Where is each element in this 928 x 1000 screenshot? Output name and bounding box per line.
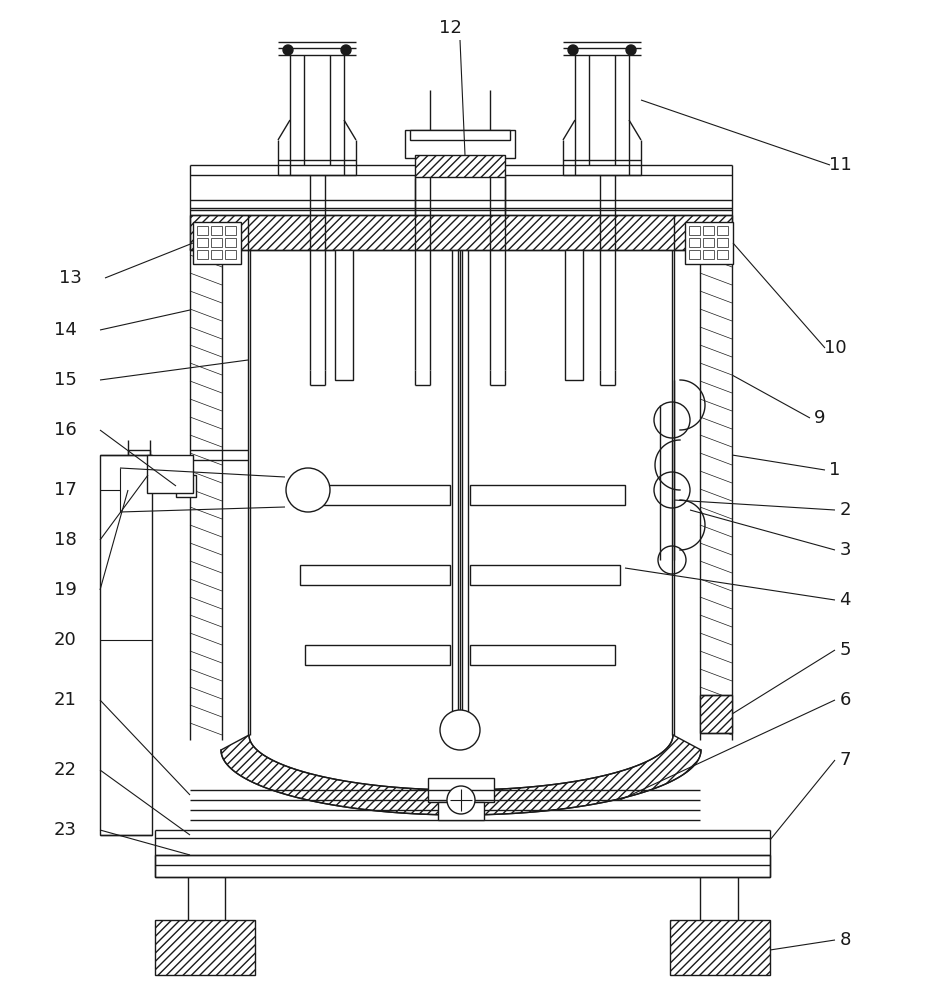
Bar [147,455,193,493]
Text: 21: 21 [54,691,76,709]
Bar [211,226,222,235]
Bar [197,238,208,247]
Bar [470,565,619,585]
Text: 7: 7 [838,751,850,769]
Bar [225,226,236,235]
Bar [197,250,208,259]
Bar [564,250,583,380]
Bar [148,460,192,490]
Text: 11: 11 [828,156,850,174]
Circle shape [567,45,577,55]
Bar [689,226,699,235]
Bar [128,450,149,500]
Circle shape [440,710,480,750]
Bar [409,130,509,140]
Bar [716,226,728,235]
Text: 22: 22 [54,761,76,779]
Bar [689,238,699,247]
Bar [225,250,236,259]
Circle shape [283,45,292,55]
Bar [211,250,222,259]
Bar [684,222,732,264]
Circle shape [625,45,636,55]
Bar [702,238,714,247]
Text: 6: 6 [838,691,850,709]
Text: 15: 15 [54,371,76,389]
Circle shape [286,468,329,512]
Bar [175,475,196,497]
Bar [304,645,449,665]
Polygon shape [221,735,701,815]
Text: 14: 14 [54,321,76,339]
Text: 4: 4 [838,591,850,609]
Bar [415,155,505,177]
Bar [702,226,714,235]
Text: 3: 3 [838,541,850,559]
Bar [100,455,152,835]
Bar [716,238,728,247]
Bar [689,250,699,259]
Circle shape [446,786,474,814]
Bar [197,226,208,235]
Text: 10: 10 [823,339,845,357]
Bar [300,565,449,585]
Text: 2: 2 [838,501,850,519]
Text: 13: 13 [58,269,82,287]
Bar [211,238,222,247]
Text: 5: 5 [838,641,850,659]
Text: 17: 17 [54,481,76,499]
Bar [295,485,449,505]
Text: 19: 19 [54,581,76,599]
Bar [470,485,625,505]
Bar [193,222,240,264]
Bar [155,855,769,877]
Bar [335,250,353,380]
Bar [428,778,494,802]
Bar [405,130,514,158]
Bar [437,802,483,820]
Bar [669,920,769,975]
Text: 9: 9 [813,409,825,427]
Text: 8: 8 [838,931,850,949]
Text: 23: 23 [54,821,76,839]
Text: 12: 12 [438,19,461,37]
Text: 16: 16 [54,421,76,439]
Text: 1: 1 [829,461,840,479]
Bar [702,250,714,259]
Circle shape [341,45,351,55]
Bar [155,920,254,975]
Bar [699,695,731,733]
Text: 18: 18 [54,531,76,549]
Bar [716,250,728,259]
Text: 20: 20 [54,631,76,649]
Bar [190,215,731,250]
Bar [470,645,614,665]
Bar [225,238,236,247]
